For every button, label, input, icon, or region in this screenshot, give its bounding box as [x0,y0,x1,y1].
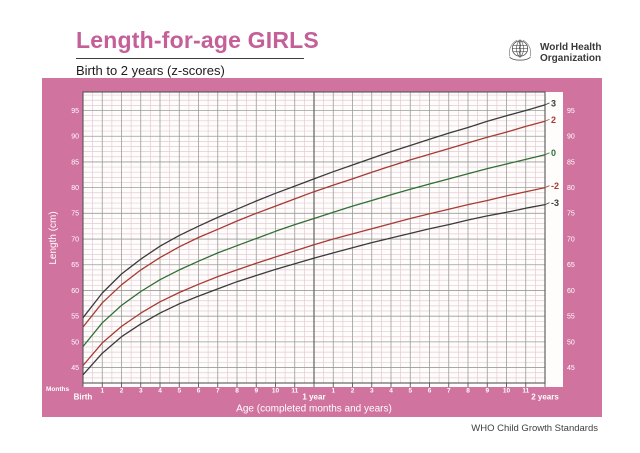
xtick-6: 6 [197,388,201,395]
ytick-right: 45 [567,365,575,372]
xtick-21: 9 [485,388,489,395]
xtick-8: 8 [235,388,239,395]
xtick-0: Birth [74,393,93,402]
xtick-3: 3 [139,388,143,395]
zscore-label-2: 2 [551,115,556,125]
zscore-curve-2 [82,120,546,328]
zscore-curve-3 [82,104,546,319]
footer-credit: WHO Child Growth Standards [471,423,598,434]
xtick-24: 2 years [531,393,559,402]
who-logo-text: World Health Organization [540,42,601,64]
header: Length-for-age GIRLS Birth to 2 years (z… [76,27,406,78]
months-unit-label: Months [46,386,69,393]
ytick-left: 80 [71,185,79,192]
xtick-17: 5 [408,388,412,395]
page-subtitle: Birth to 2 years (z-scores) [76,63,225,78]
xtick-4: 4 [158,388,162,395]
chart-band: 3 2 0 -2 -3 45 45 50 50 55 55 60 60 65 65 70 70 75 75 80 80 8… [42,78,602,417]
zscore-label--2: -2 [551,181,559,191]
zscore-curve-0 [82,154,546,347]
ytick-left: 95 [71,108,79,115]
ytick-right: 70 [567,236,575,243]
ytick-left: 90 [71,134,79,141]
ytick-right: 50 [567,339,575,346]
ytick-left: 45 [71,365,79,372]
x-axis-title: Age (completed months and years) [236,404,392,415]
ytick-right: 80 [567,185,575,192]
xtick-19: 7 [447,388,451,395]
ytick-right: 90 [567,134,575,141]
ytick-left: 75 [71,211,79,218]
ytick-left: 70 [71,236,79,243]
xtick-1: 1 [100,388,104,395]
xtick-9: 9 [254,388,258,395]
ytick-left: 50 [71,339,79,346]
xtick-7: 7 [216,388,220,395]
xtick-5: 5 [177,388,181,395]
xtick-14: 2 [351,388,355,395]
xtick-11: 11 [291,388,298,395]
xtick-23: 11 [522,388,529,395]
who-logo: World Health Organization [506,36,601,69]
who-logo-line1: World Health [540,41,602,53]
page-title: Length-for-age GIRLS [76,27,319,53]
ytick-left: 60 [71,288,79,295]
ytick-right: 55 [567,314,575,321]
ytick-left: 55 [71,314,79,321]
zscore-label-3: 3 [551,98,556,108]
y-axis-title: Length (cm) [48,211,59,264]
xtick-12: 1 year [302,393,325,402]
xtick-2: 2 [120,388,124,395]
title-underline [76,58,304,59]
ytick-left: 85 [71,159,79,166]
xtick-13: 1 [331,388,335,395]
ytick-right: 85 [567,159,575,166]
zscore-label--3: -3 [551,198,559,208]
xtick-18: 6 [428,388,432,395]
ytick-right: 65 [567,262,575,269]
xtick-22: 10 [503,388,511,395]
zscore-label-0: 0 [551,148,556,158]
footer: WHO Child Growth Standards [42,423,598,434]
ytick-right: 75 [567,211,575,218]
zscore-curve--2 [82,186,546,366]
ytick-left: 65 [71,262,79,269]
xtick-10: 10 [272,388,280,395]
xtick-16: 4 [389,388,393,395]
xtick-20: 8 [466,388,470,395]
zscore-curve--3 [82,203,546,376]
who-logo-line2: Organization [540,52,602,64]
ytick-right: 95 [567,108,575,115]
who-emblem-icon [506,36,534,69]
ytick-right: 60 [567,288,575,295]
xtick-15: 3 [370,388,374,395]
